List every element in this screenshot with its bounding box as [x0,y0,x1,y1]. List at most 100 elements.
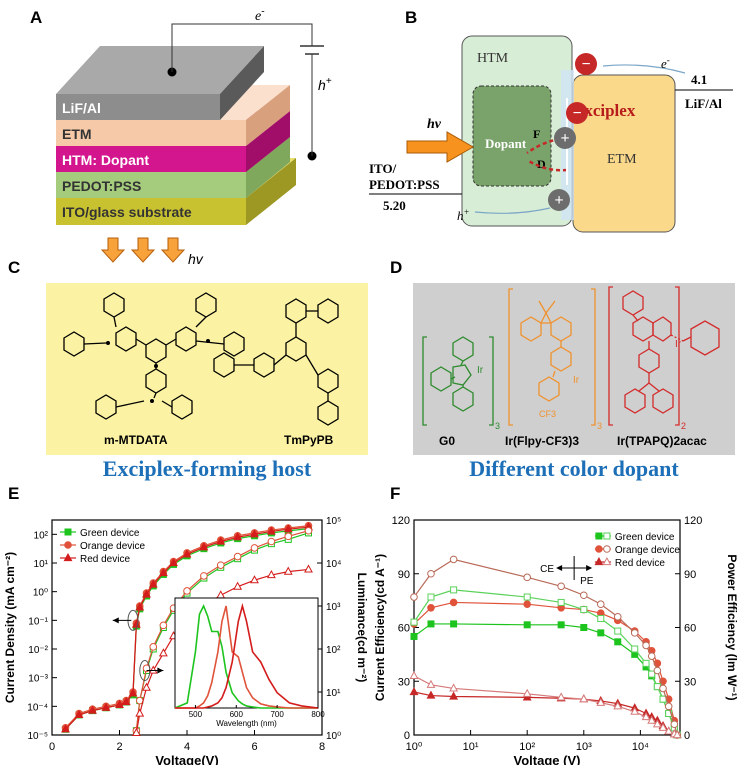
device-stack-diagram: LiF/Al ETM HTM: Dopant PEDOT:PSS ITO/gla… [56,6,332,267]
pe-point [556,692,566,701]
ce-series-1 [410,598,681,739]
pe-point [630,706,640,715]
y-left-tick-label: 10² [34,530,49,541]
luminance-point [267,537,276,546]
y-left-tick-label: 10¹ [34,559,49,570]
acac-ring [690,320,720,356]
legend-marker-ce [595,545,603,553]
light-arrow-2 [130,237,156,263]
ring [539,311,553,324]
luminance-point [131,727,141,736]
pe-arrowhead [586,565,593,571]
htm-label: HTM [477,51,509,66]
minus-symbol-1: − [581,56,590,73]
ito-label-1: ITO/ [369,161,397,176]
plus-symbol-1: + [560,130,569,147]
pe-point [664,702,673,711]
y-right-tick-label: 10⁰ [326,731,341,742]
inset-x-label: Wavelength (nm) [216,719,277,728]
ce-line [413,623,678,736]
pe-point [647,652,656,660]
tmpypb-structure [213,298,339,426]
wire-top [171,23,313,72]
hole-path [474,207,551,214]
lif-side [220,46,264,120]
htm-side [246,111,290,172]
luminance-point [159,621,168,630]
pe-point [664,726,674,735]
ring [195,292,217,318]
y-left-tick-label: 120 [392,515,410,527]
right-axis-arrowhead [157,667,164,674]
luminance-point [216,561,225,569]
current-point [283,524,293,533]
ce-arrowhead [556,565,563,571]
bracket [591,288,596,426]
ce-point [597,629,605,637]
dopant-molecules-panel: Ir 3 Ir CF3 3 Ir 2 G0 Ir(Flpy-CF3)3 Ir(T… [413,283,735,455]
legend-marker [63,552,73,562]
luminance-point [158,648,168,657]
legend-label: Green device [615,532,675,543]
pe-point [630,629,639,637]
pe-point [523,593,531,601]
y-left-tick-label: 90 [398,569,410,581]
current-point [148,579,158,588]
y-right-tick-label: 10⁵ [326,516,341,527]
ring [171,394,193,420]
inset-spectrum-1 [175,605,318,709]
g0-label: G0 [439,434,455,448]
pe-point [670,720,679,729]
luminance-point [200,572,208,580]
ring [285,298,307,324]
left-axis-arrowhead [112,617,119,624]
dopant-caption: Different color dopant [469,456,679,481]
pe-point [449,683,459,692]
pe-point [653,666,662,675]
layer-label-ito: ITO/glass substrate [62,204,192,220]
ring [95,394,117,420]
pe-point [648,670,656,678]
pedot-front [56,172,246,198]
panel-label-a: A [30,8,43,27]
light-arrow-1 [100,237,126,263]
current-point [169,557,178,567]
x-tick-label: 10² [519,741,535,753]
current-point [115,699,124,708]
pe-point [642,641,650,650]
pe-point [450,586,458,594]
legend: Green device Orange device Red device [60,528,145,565]
luminance-point [283,566,293,575]
pe-point [579,591,588,600]
ce-point [427,620,435,628]
pe-point [597,615,605,623]
ring [223,331,245,357]
ce-point [523,621,531,629]
pe-point [659,684,667,693]
host-molecules-panel: m-MTDATA TmPyPB [46,283,368,455]
g0-structure [422,336,494,426]
luminance-point [135,708,145,717]
d-label: D [537,157,546,171]
y-right-tick-label: 10² [326,645,341,656]
current-point [74,709,84,719]
bracket [608,286,613,426]
ce-point [557,621,565,629]
current-point [135,602,145,611]
x-tick-label: 6 [251,741,257,753]
g0-subscript: 3 [495,421,500,431]
y-left-tick-label: 30 [398,676,410,688]
ring [538,376,560,402]
y-left-tick-label: 60 [398,623,410,635]
pe-point [427,569,435,578]
ring [213,352,235,378]
current-point [233,532,243,541]
bracket [508,288,513,426]
layer-label-etm: ETM [62,126,92,142]
pe-series-1 [410,555,681,739]
pe-point [613,612,622,621]
red-subscript: 2 [681,421,686,431]
pe-point [557,582,565,591]
legend-marker [64,541,72,549]
inset-spectrum-0 [174,604,318,709]
